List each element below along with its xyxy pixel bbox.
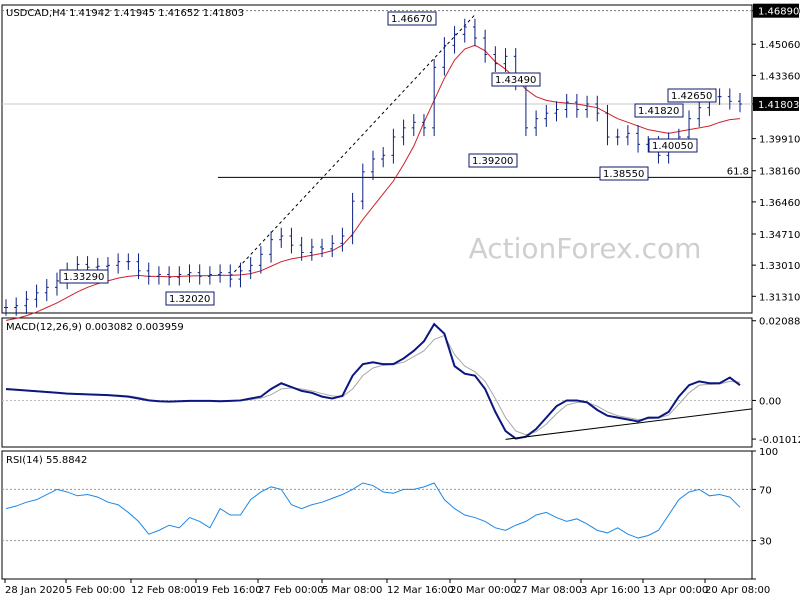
rsi-line: [5, 482, 741, 539]
price-tick-label: 1.38160: [759, 167, 800, 178]
price-annotation-box: [667, 88, 717, 103]
macd-tick-label: -0.010121: [759, 435, 800, 446]
x-tick-label: 27 Mar 08:00: [515, 585, 582, 596]
price-annotation-box: [468, 153, 518, 168]
price-annotation-box: [165, 291, 215, 306]
high-price-box: [753, 3, 799, 18]
x-tick-label: 3 Apr 16:00: [581, 585, 640, 596]
rsi-panel-frame: [1, 450, 753, 580]
price-annotation-box: [387, 11, 437, 26]
price-annotation-label: 1.32020: [169, 294, 210, 305]
price-annotation-label: 1.38550: [603, 169, 644, 180]
x-tick-label: 19 Feb 16:00: [196, 585, 262, 596]
last-price-box-label: 1.41803: [758, 100, 799, 111]
price-tick-label: 1.36460: [759, 198, 800, 209]
price-annotation-label: 1.46670: [391, 14, 432, 25]
price-annotation-box: [648, 138, 698, 153]
x-tick-label: 12 Mar 16:00: [387, 585, 454, 596]
price-annotation-label: 1.41820: [638, 106, 679, 117]
price-annotation-box: [634, 103, 684, 118]
price-annotation-label: 1.42650: [671, 91, 712, 102]
x-tick-label: 20 Apr 08:00: [705, 585, 770, 596]
macd-support-line: [505, 408, 753, 440]
price-annotation-label: 1.43490: [495, 75, 536, 86]
price-tick-label: 1.33010: [759, 261, 800, 272]
rsi-tick-label: 100: [759, 447, 778, 458]
last-price-box: [753, 96, 799, 111]
price-annotation-label: 1.40050: [652, 141, 693, 152]
rsi-tick-label: 70: [759, 485, 772, 496]
macd-tick-label: 0.00: [759, 396, 781, 407]
macd-line: [5, 322, 741, 440]
price-panel-frame: [1, 4, 753, 314]
x-tick-label: 20 Mar 00:00: [450, 585, 517, 596]
price-annotation-box: [491, 72, 541, 87]
price-annotation-label: 1.33290: [63, 272, 104, 283]
macd-tick-label: 0.020884: [759, 317, 800, 328]
price-tick-label: 1.43360: [759, 71, 800, 82]
x-tick-label: 5 Mar 08:00: [322, 585, 382, 596]
x-tick-label: 13 Apr 00:00: [643, 585, 708, 596]
rsi-label: RSI(14) 55.8842: [6, 455, 87, 466]
x-tick-label: 27 Feb 00:00: [258, 585, 324, 596]
fib-618-label: 61.8: [727, 166, 749, 177]
price-tick-label: 1.34710: [759, 230, 800, 241]
macd-panel-frame: [1, 317, 753, 448]
price-tick-label: 1.39910: [759, 135, 800, 146]
watermark: ActionForex.com: [469, 232, 702, 265]
price-tick-label: 1.31310: [759, 292, 800, 303]
price-annotation-box: [59, 269, 109, 284]
chart-title: USDCAD,H4 1.41942 1.41945 1.41652 1.4180…: [6, 8, 244, 19]
ema-line: [5, 44, 741, 321]
high-price-box-label: 1.46890: [758, 7, 799, 18]
x-tick-label: 28 Jan 2020: [5, 585, 65, 596]
x-tick-label: 5 Feb 00:00: [66, 585, 125, 596]
rsi-tick-label: 30: [759, 537, 772, 548]
price-tick-label: 1.45060: [759, 40, 800, 51]
price-annotation-label: 1.39200: [472, 156, 513, 167]
macd-label: MACD(12,26,9) 0.003082 0.003959: [6, 322, 184, 333]
price-annotation-box: [599, 166, 649, 181]
x-tick-label: 12 Feb 08:00: [131, 585, 197, 596]
